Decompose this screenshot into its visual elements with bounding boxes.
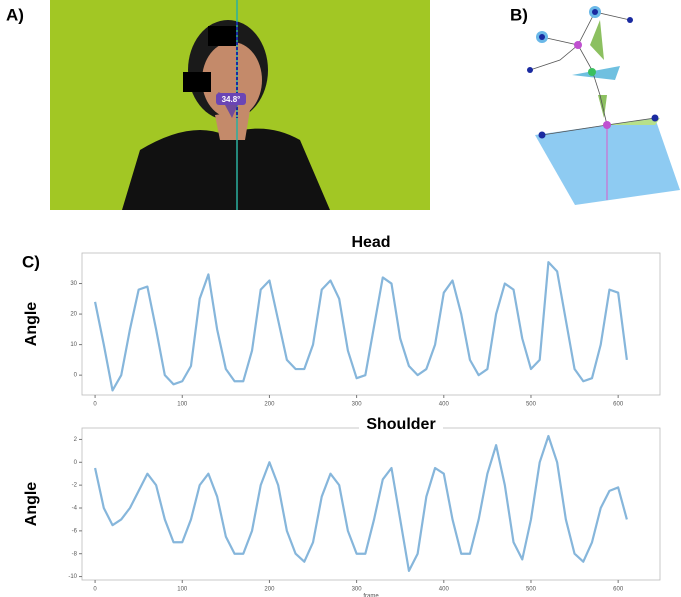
x-tick-label: 200	[264, 587, 275, 593]
x-tick-label: 300	[352, 587, 363, 593]
y-tick-label: 30	[70, 281, 77, 287]
photo: 34.8°	[50, 0, 430, 210]
y-axis-label: Angle	[23, 302, 40, 347]
y-tick-label: -10	[68, 574, 77, 580]
x-tick-label: 200	[264, 402, 275, 408]
x-axis-label: frame	[363, 594, 379, 597]
x-tick-label: 100	[177, 402, 188, 408]
x-tick-label: 300	[352, 402, 363, 408]
x-tick-label: 0	[93, 402, 97, 408]
x-tick-label: 500	[526, 587, 537, 593]
x-tick-label: 500	[526, 402, 537, 408]
y-axis-label: Angle	[23, 482, 40, 527]
x-tick-label: 0	[93, 587, 97, 593]
chart-title: Shoulder	[366, 416, 435, 433]
skeleton	[527, 6, 680, 205]
x-tick-label: 600	[613, 587, 624, 593]
x-tick-label: 100	[177, 587, 188, 593]
chart-title: Head	[351, 234, 390, 251]
y-tick-label: -8	[72, 551, 78, 557]
panel-label: C)	[22, 252, 40, 271]
y-tick-label: -2	[72, 483, 78, 489]
y-tick-label: 0	[74, 460, 78, 466]
y-tick-label: -6	[72, 528, 78, 534]
angle-annotation: 34.8°	[222, 95, 241, 104]
y-tick-label: 20	[70, 312, 77, 318]
figure: A) B) C) 34.8° 01020300100200300400	[0, 0, 681, 597]
line-series	[95, 262, 627, 390]
x-tick-label: 600	[613, 402, 624, 408]
line-series	[95, 436, 627, 571]
y-tick-label: 2	[74, 437, 78, 443]
x-tick-label: 400	[439, 587, 450, 593]
x-tick-label: 400	[439, 402, 450, 408]
y-tick-label: -4	[72, 506, 78, 512]
panel-label: B)	[510, 5, 528, 24]
plot-frame	[82, 428, 660, 580]
panel-label: A)	[6, 5, 24, 24]
plot-frame	[82, 253, 660, 395]
y-tick-label: 0	[74, 373, 78, 379]
y-tick-label: 10	[70, 342, 77, 348]
